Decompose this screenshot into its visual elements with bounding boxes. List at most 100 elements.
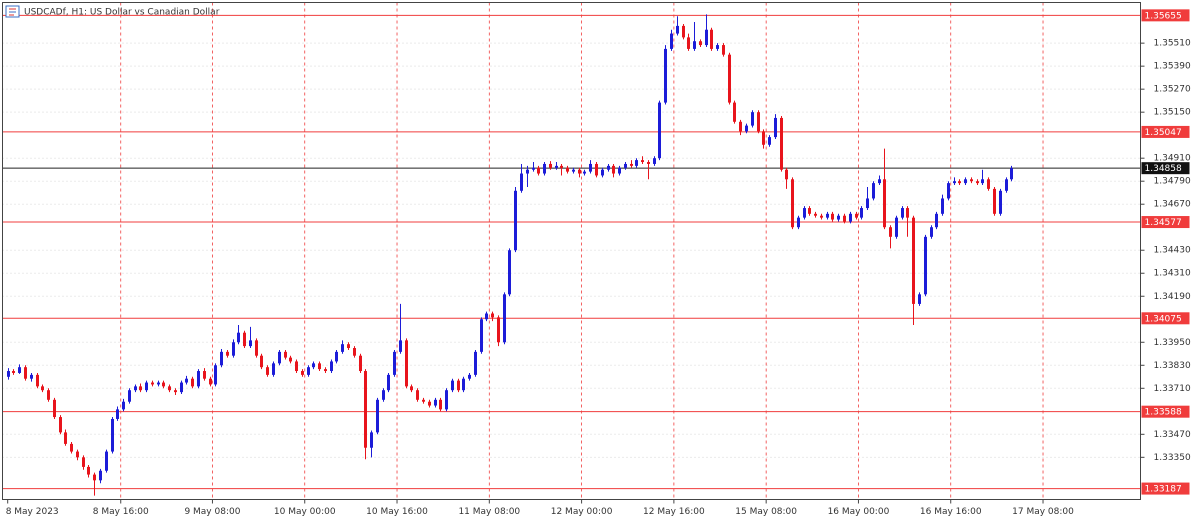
y-tick-label: 1.33350: [1154, 453, 1191, 463]
candle-body: [658, 102, 661, 159]
candle-body: [168, 386, 171, 391]
candle-body: [555, 165, 558, 168]
candle-body: [976, 181, 979, 184]
price-tag: [1141, 162, 1190, 175]
candle-body: [751, 112, 754, 126]
candle-body: [514, 190, 517, 251]
candle-body: [145, 382, 148, 391]
price-tag-label: 1.35655: [1145, 11, 1182, 21]
candle-body: [474, 351, 477, 375]
candle-body: [889, 227, 892, 237]
candle-body: [935, 213, 938, 228]
y-tick-label: 1.35270: [1154, 85, 1191, 95]
candle-body: [266, 367, 269, 375]
candle-body: [330, 361, 333, 372]
y-tick-label: 1.34430: [1154, 246, 1191, 256]
candle-body: [860, 208, 863, 218]
price-tag: [1141, 216, 1190, 229]
candle-body: [526, 169, 529, 174]
candle-body: [197, 371, 200, 387]
price-tag: [1141, 312, 1190, 325]
candle-body: [485, 313, 488, 320]
candle-body: [439, 399, 442, 410]
candle-body: [47, 390, 50, 400]
candle-body: [185, 378, 188, 383]
candle-body: [272, 363, 275, 375]
candle-body: [491, 313, 494, 318]
candle-body: [566, 167, 569, 172]
candle-body: [122, 401, 125, 410]
candle-body: [520, 173, 523, 191]
candle-body: [59, 417, 62, 433]
x-tick-label: 16 May 00:00: [828, 507, 890, 517]
candle-body: [710, 29, 713, 49]
y-tick-label: 1.35150: [1154, 108, 1191, 118]
x-tick-label: 17 May 08:00: [1012, 507, 1074, 517]
candle-body: [76, 451, 79, 458]
candle-body: [255, 340, 258, 356]
candle-body: [716, 45, 719, 49]
symbol-icon: [5, 5, 20, 18]
x-tick-label: 15 May 08:00: [735, 507, 797, 517]
candle-body: [826, 213, 829, 218]
candle-body: [855, 213, 858, 218]
candle-body: [64, 432, 67, 444]
candle-body: [36, 374, 39, 387]
candle-body: [958, 181, 961, 184]
candle-body: [774, 117, 777, 138]
candle-body: [953, 181, 956, 184]
x-tick-label: 9 May 08:00: [184, 507, 240, 517]
candle-body: [203, 371, 206, 379]
x-tick-label: 12 May 16:00: [643, 507, 705, 517]
x-tick-label: 12 May 00:00: [551, 507, 613, 517]
candle-body: [410, 386, 413, 391]
y-tick-label: 1.35510: [1154, 39, 1191, 49]
price-tag-label: 1.33588: [1145, 408, 1182, 418]
candle-body: [116, 409, 119, 419]
candle-body: [814, 213, 817, 216]
candle-body: [237, 332, 240, 343]
y-tick-label: 1.34190: [1154, 292, 1191, 302]
y-tick-label: 1.34670: [1154, 200, 1191, 210]
candle-body: [232, 342, 235, 356]
candle-body: [583, 171, 586, 174]
grid: [2, 2, 1141, 500]
candle-body: [849, 213, 852, 222]
candle-body: [359, 355, 362, 372]
candle-body: [722, 45, 725, 55]
candle-body: [139, 386, 142, 391]
candle-body: [260, 355, 263, 368]
candle-body: [445, 390, 448, 410]
levels: [2, 14, 1141, 490]
candle-body: [7, 371, 10, 377]
candle-body: [18, 367, 21, 373]
candle-body: [560, 165, 563, 168]
candle-body: [180, 382, 183, 393]
candle-body: [111, 418, 114, 452]
x-tick-label: 16 May 16:00: [920, 507, 982, 517]
candle-body: [739, 121, 742, 132]
chart-title: USDCADf, H1: US Dollar vs Canadian Dolla…: [24, 8, 220, 18]
candle-body: [151, 382, 154, 385]
price-tag: [1141, 125, 1190, 138]
candle-body: [630, 163, 633, 166]
candle-body: [912, 217, 915, 304]
candle-body: [508, 250, 511, 295]
price-tag: [1141, 9, 1190, 22]
candle-body: [353, 348, 356, 356]
candle-body: [785, 169, 788, 180]
candle-body: [226, 351, 229, 356]
candle-body: [537, 167, 540, 174]
candle-body: [918, 294, 921, 304]
candle-body: [82, 457, 85, 467]
axes: 1.35510 1.35390 1.35270 1.35150 1.34910 1.347…: [6, 9, 1191, 517]
candle-body: [53, 399, 56, 418]
price-tag-label: 1.35047: [1145, 128, 1182, 138]
candle-body: [970, 179, 973, 182]
candle-body: [791, 179, 794, 228]
candle-body: [676, 25, 679, 34]
candle-body: [393, 351, 396, 375]
